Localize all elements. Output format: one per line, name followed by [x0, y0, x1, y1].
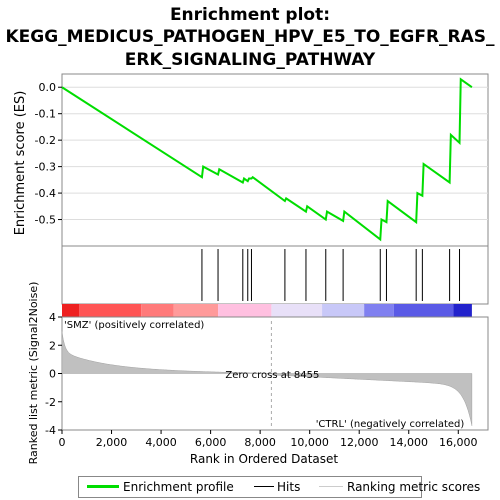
heat-segment [79, 304, 142, 317]
es-ytick-label: 0.0 [39, 81, 57, 94]
x-tick-label: 0 [59, 436, 66, 449]
hits-panel [61, 245, 489, 305]
legend-metric-label: Ranking metric scores [347, 480, 481, 494]
metric-panel: 4 2 0 -2 -4 Zero cross at 8455 'SMZ' (positive… [45, 311, 489, 437]
es-ytick-label: -0.4 [35, 187, 56, 200]
x-tick-label: 8,000 [244, 436, 276, 449]
metric-ytick-label: -4 [45, 424, 56, 437]
x-tick-label: 4,000 [145, 436, 177, 449]
x-tick-label: 12,000 [340, 436, 379, 449]
es-ylabel: Enrichment score (ES) [13, 91, 28, 236]
enrichment-profile-line [61, 77, 473, 242]
pos-corr-label: 'SMZ' (positively correlated) [64, 320, 204, 331]
es-ytick-label: -0.2 [35, 134, 56, 147]
heat-segment [322, 304, 365, 317]
title-line-1: Enrichment plot: [169, 5, 331, 25]
legend-metric-swatch [319, 486, 343, 487]
heat-segment [173, 304, 219, 317]
x-tick-label: 14,000 [389, 436, 428, 449]
ranking-metric-area [61, 331, 473, 426]
heat-segment [393, 304, 454, 317]
heat-segment [453, 304, 472, 317]
hits-frame [61, 245, 489, 305]
legend-hits-swatch [254, 486, 274, 487]
es-ytick-label: -0.1 [35, 108, 56, 121]
metric-ytick-label: 4 [49, 311, 56, 324]
zero-cross-label: Zero cross at 8455 [225, 370, 319, 381]
title-line-2: KEGG_MEDICUS_PATHOGEN_HPV_E5_TO_EGFR_RAS… [5, 27, 495, 47]
heat-segment [364, 304, 394, 317]
es-frame [61, 73, 489, 247]
es-ytick-label: -0.5 [35, 214, 56, 227]
x-tick-label: 6,000 [195, 436, 227, 449]
metric-ytick-label: -2 [45, 396, 56, 409]
heat-segment [141, 304, 174, 317]
heat-segment [62, 304, 80, 317]
neg-corr-label: 'CTRL' (negatively correlated) [316, 419, 465, 430]
metric-ytick-label: 0 [49, 368, 56, 381]
title-line-3: ERK_SIGNALING_PATHWAY [124, 50, 376, 70]
metric-ylabel: Ranked list metric (Signal2Noise) [27, 282, 40, 465]
x-axis: 0 2,000 4,000 6,000 8,000 10,000 12,000 14,000 1… [59, 430, 478, 449]
legend-enrichment-swatch [87, 485, 119, 488]
x-tick-label: 10,000 [290, 436, 329, 449]
es-ytick-label: -0.3 [35, 161, 56, 174]
legend-hits-label: Hits [277, 480, 301, 494]
heat-bar [62, 304, 472, 317]
x-axis-label: Rank in Ordered Dataset [190, 452, 338, 466]
heat-segment [271, 304, 323, 317]
legend-enrichment-label: Enrichment profile [123, 480, 234, 494]
metric-ytick-label: 2 [49, 339, 56, 352]
x-tick-label: 2,000 [96, 436, 128, 449]
es-panel: 0.0 -0.1 -0.2 -0.3 -0.4 -0.5 [35, 73, 489, 247]
x-tick-label: 16,000 [439, 436, 478, 449]
heat-segment [218, 304, 272, 317]
legend: Enrichment profile Hits Ranking metric s… [78, 476, 480, 498]
